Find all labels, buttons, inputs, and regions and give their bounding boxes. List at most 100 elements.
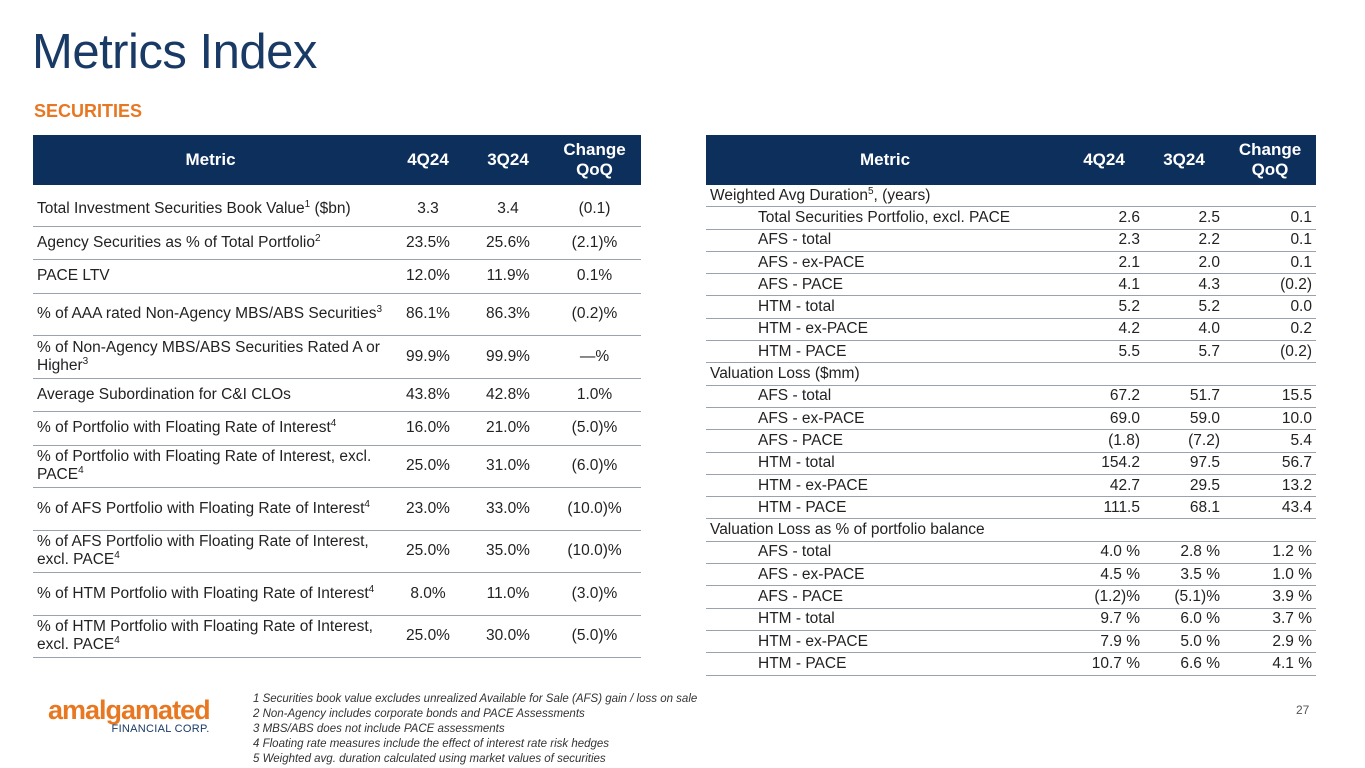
section-title-text: Valuation Loss ($mm): [710, 365, 860, 383]
table-row: % of Portfolio with Floating Rate of Int…: [33, 445, 641, 488]
section-header-row: Weighted Avg Duration5, (years): [706, 185, 1316, 208]
header-3q24: 3Q24: [468, 135, 548, 185]
value-4q24: 10.7 %: [1064, 652, 1144, 676]
value-3q24: 33.0%: [468, 487, 548, 531]
metric-label: % of Non-Agency MBS/ABS Securities Rated…: [33, 335, 388, 379]
table-row: Total Securities Portfolio, excl. PACE 2.…: [706, 206, 1316, 230]
metric-label: AFS - PACE: [706, 273, 1064, 297]
value-4q24: 69.0: [1064, 407, 1144, 431]
value-change: (0.2): [1224, 273, 1316, 297]
metric-label-text: % of AAA rated Non-Agency MBS/ABS Securi…: [37, 305, 377, 323]
value-4q24: 16.0%: [388, 411, 468, 446]
footnote-line: 3 MBS/ABS does not include PACE assessme…: [253, 723, 505, 735]
metric-label: % of Portfolio with Floating Rate of Int…: [33, 411, 388, 446]
value-3q24: 4.3: [1144, 273, 1224, 297]
section-header-row: Valuation Loss as % of portfolio balance: [706, 518, 1316, 542]
table-row: AFS - PACE 4.1 4.3 (0.2): [706, 273, 1316, 297]
value-4q24: 67.2: [1064, 385, 1144, 408]
spacer-cell: [33, 185, 641, 193]
value-3q24: 42.8%: [468, 378, 548, 412]
header-metric: Metric: [706, 135, 1064, 185]
header-change-line2: QoQ: [1251, 160, 1289, 179]
value-change: 5.4: [1224, 429, 1316, 453]
value-change: (3.0)%: [548, 572, 641, 616]
value-change: 3.9 %: [1224, 585, 1316, 609]
value-change: (5.0)%: [548, 411, 641, 446]
value-4q24: 4.1: [1064, 273, 1144, 297]
value-4q24: 4.0 %: [1064, 541, 1144, 565]
footnote-ref: 1: [304, 199, 311, 211]
value-4q24: 2.3: [1064, 229, 1144, 252]
value-change: 1.0 %: [1224, 563, 1316, 587]
value-4q24: 99.9%: [388, 335, 468, 379]
value-change: 2.9 %: [1224, 630, 1316, 654]
value-4q24: 86.1%: [388, 293, 468, 336]
footnote-ref: 2: [315, 232, 321, 244]
value-3q24: 6.6 %: [1144, 652, 1224, 676]
footnote-line: 2 Non-Agency includes corporate bonds an…: [253, 708, 585, 720]
value-3q24: (5.1)%: [1144, 585, 1224, 609]
table-row: AFS - total 4.0 % 2.8 % 1.2 %: [706, 541, 1316, 565]
value-4q24: 154.2: [1064, 452, 1144, 475]
footnote-ref: 4: [114, 550, 120, 562]
metric-label: AFS - PACE: [706, 429, 1064, 453]
metric-label: HTM - PACE: [706, 340, 1064, 364]
page-title: Metrics Index: [32, 25, 317, 79]
value-change: 0.1: [1224, 251, 1316, 275]
value-change: 1.0%: [548, 378, 641, 412]
header-change-line1: Change: [563, 140, 626, 159]
table-row: AFS - total 2.3 2.2 0.1: [706, 229, 1316, 252]
metric-label-suffix: ($bn): [310, 200, 351, 218]
table-header-row: Metric 4Q24 3Q24 Change QoQ: [706, 135, 1316, 185]
value-4q24: 12.0%: [388, 259, 468, 294]
duration-valuation-table: Metric 4Q24 3Q24 Change QoQ Weighted Avg …: [706, 135, 1316, 676]
table-row: AFS - ex-PACE 2.1 2.0 0.1: [706, 251, 1316, 275]
section-title-suffix: , (years): [873, 186, 931, 204]
value-change: (0.1): [548, 193, 641, 227]
footnote-ref: 3: [82, 355, 89, 367]
table-row: % of Non-Agency MBS/ABS Securities Rated…: [33, 335, 641, 379]
value-change: 3.7 %: [1224, 608, 1316, 631]
logo-subtitle: FINANCIAL CORP.: [111, 723, 210, 735]
table-row: HTM - total 9.7 % 6.0 % 3.7 %: [706, 608, 1316, 631]
value-3q24: 3.4: [468, 193, 548, 227]
metric-label-text: % of Non-Agency MBS/ABS Securities Rated…: [37, 338, 380, 374]
value-4q24: 4.5 %: [1064, 563, 1144, 587]
value-change: (5.0)%: [548, 615, 641, 658]
table-header-row: Metric 4Q24 3Q24 Change QoQ: [33, 135, 641, 185]
section-title: Weighted Avg Duration5, (years): [706, 185, 1316, 208]
table-row: HTM - total 5.2 5.2 0.0: [706, 295, 1316, 319]
table-row: PACE LTV 12.0% 11.9% 0.1%: [33, 259, 641, 294]
metric-label: AFS - total: [706, 229, 1064, 252]
value-4q24: (1.2)%: [1064, 585, 1144, 609]
metric-label: HTM - ex-PACE: [706, 318, 1064, 342]
metric-label: % of HTM Portfolio with Floating Rate of…: [33, 572, 388, 616]
section-title-text: Weighted Avg Duration: [710, 186, 868, 204]
header-3q24: 3Q24: [1144, 135, 1224, 185]
value-3q24: 99.9%: [468, 335, 548, 379]
table-row: HTM - PACE 10.7 % 6.6 % 4.1 %: [706, 652, 1316, 676]
company-logo: amalgamated FINANCIAL CORP.: [48, 697, 211, 736]
table-row: HTM - PACE 5.5 5.7 (0.2): [706, 340, 1316, 364]
header-change-line1: Change: [1238, 140, 1302, 159]
footnote-ref: 4: [78, 465, 84, 477]
value-3q24: 59.0: [1144, 407, 1224, 431]
value-change: (2.1)%: [548, 226, 641, 260]
section-title: Valuation Loss ($mm): [706, 362, 1316, 386]
value-3q24: 86.3%: [468, 293, 548, 336]
metric-label-text: Total Investment Securities Book Value: [37, 200, 305, 218]
metric-label: % of AAA rated Non-Agency MBS/ABS Securi…: [33, 293, 388, 336]
metric-label: HTM - total: [706, 295, 1064, 319]
metric-label: HTM - total: [706, 608, 1064, 631]
section-title: Valuation Loss as % of portfolio balance: [706, 518, 1316, 542]
value-change: 0.2: [1224, 318, 1316, 342]
value-change: 0.1: [1224, 229, 1316, 252]
footnote-ref: 3: [376, 304, 383, 316]
table-row: % of AFS Portfolio with Floating Rate of…: [33, 530, 641, 573]
value-3q24: 11.9%: [468, 259, 548, 294]
table-row: % of AAA rated Non-Agency MBS/ABS Securi…: [33, 293, 641, 336]
metric-label-text: Agency Securities as % of Total Portfoli…: [37, 233, 315, 251]
table-row: AFS - ex-PACE 69.0 59.0 10.0: [706, 407, 1316, 431]
value-4q24: 3.3: [388, 193, 468, 227]
table-row: HTM - ex-PACE 4.2 4.0 0.2: [706, 318, 1316, 342]
